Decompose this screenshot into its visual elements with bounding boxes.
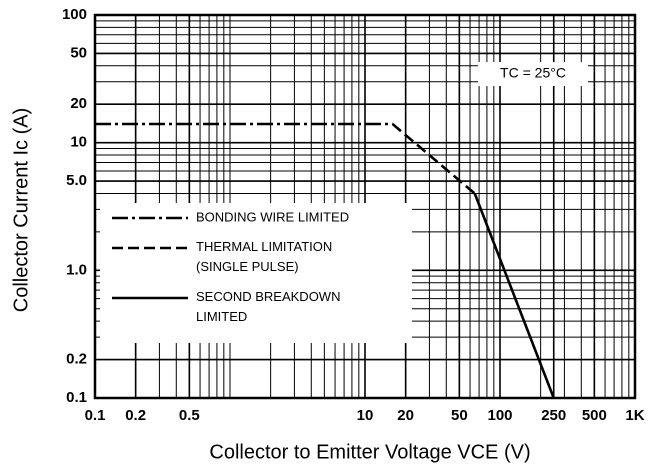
y-tick-label: 1.0 (66, 261, 87, 278)
y-tick-label: 100 (62, 6, 87, 23)
legend-label: SECOND BREAKDOWN LIMITED (196, 289, 340, 324)
plot-frame (93, 13, 637, 400)
x-tick-label: 100 (487, 407, 512, 424)
y-tick-label: 50 (70, 44, 87, 61)
legend-label: THERMAL LIMITATION (SINGLE PULSE) (196, 239, 332, 274)
x-tick-label: 10 (357, 407, 374, 424)
x-tick-label: 0.5 (179, 407, 200, 424)
y-tick-label: 10 (70, 134, 87, 151)
legend-box (100, 203, 412, 343)
x-tick-label: 20 (397, 407, 414, 424)
series-line (473, 193, 555, 399)
y-tick-label: 0.2 (66, 351, 87, 368)
y-tick-label: 0.1 (66, 389, 87, 406)
y-axis-label: Collector Current Ic (A) (10, 108, 32, 313)
x-tick-label: 500 (582, 407, 607, 424)
y-tick-label: 5.0 (66, 172, 87, 189)
legend-label: BONDING WIRE LIMITED (196, 209, 349, 224)
x-tick-label: 250 (541, 407, 566, 424)
x-tick-label: 0.1 (85, 407, 106, 424)
y-tick-label: 20 (70, 95, 87, 112)
annotation: TC = 25°C (500, 65, 566, 81)
x-tick-label: 1K (625, 407, 644, 424)
x-tick-label: 50 (451, 407, 468, 424)
annotation-box (478, 62, 588, 86)
series-line (391, 123, 476, 195)
x-axis-label: Collector to Emitter Voltage VCE (V) (209, 441, 530, 463)
x-tick-label: 0.2 (125, 407, 146, 424)
